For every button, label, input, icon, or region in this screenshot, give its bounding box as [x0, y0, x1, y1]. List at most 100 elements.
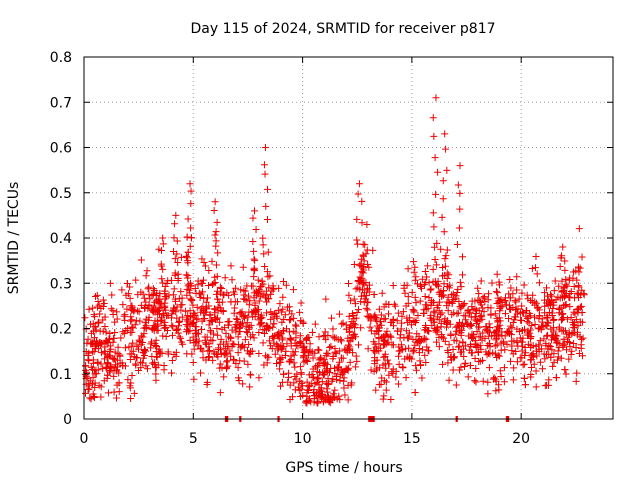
data-point	[567, 351, 575, 359]
data-point	[207, 336, 215, 344]
data-point	[322, 295, 330, 303]
data-point	[250, 255, 258, 263]
data-point	[478, 304, 486, 312]
data-point	[210, 305, 218, 313]
data-point	[479, 329, 487, 337]
data-point	[424, 262, 432, 270]
data-point	[354, 341, 362, 349]
data-point	[195, 337, 203, 345]
data-point	[105, 335, 113, 343]
data-point	[178, 313, 186, 321]
data-point	[122, 291, 130, 299]
data-point	[264, 273, 272, 281]
data-point	[411, 276, 419, 284]
data-point	[376, 318, 384, 326]
data-point	[182, 328, 190, 336]
data-point	[362, 279, 370, 287]
data-point	[85, 357, 93, 365]
data-point	[372, 386, 380, 394]
data-point	[449, 297, 457, 305]
data-point	[347, 333, 355, 341]
peak-point	[263, 185, 271, 193]
data-point	[387, 395, 395, 403]
x-axis-label: GPS time / hours	[285, 460, 402, 476]
data-point	[572, 377, 580, 385]
data-point	[123, 279, 131, 287]
data-point	[520, 281, 528, 289]
data-point	[518, 327, 526, 335]
data-point	[514, 342, 522, 350]
peak-point	[171, 295, 179, 303]
data-point	[160, 362, 168, 370]
data-point	[104, 359, 112, 367]
data-point	[207, 316, 215, 324]
data-point	[577, 291, 585, 299]
data-point	[564, 315, 572, 323]
data-point	[573, 369, 581, 377]
data-point	[574, 322, 582, 330]
data-point	[552, 374, 560, 382]
data-point	[112, 394, 120, 402]
data-point	[137, 364, 145, 372]
data-point	[421, 292, 429, 300]
data-point	[380, 377, 388, 385]
data-point	[460, 301, 468, 309]
data-point	[565, 355, 573, 363]
data-point	[501, 310, 509, 318]
data-point	[232, 321, 240, 329]
data-point	[250, 334, 258, 342]
data-point	[543, 381, 551, 389]
data-point	[424, 347, 432, 355]
data-point	[384, 310, 392, 318]
peak-point	[251, 207, 259, 215]
data-point	[234, 349, 242, 357]
data-point	[450, 336, 458, 344]
peak-point	[558, 294, 566, 302]
data-point	[531, 320, 539, 328]
data-point	[351, 321, 359, 329]
data-point	[330, 394, 338, 402]
data-point	[289, 286, 297, 294]
y-tick-label: 0.2	[50, 322, 72, 338]
chart-title: Day 115 of 2024, SRMTID for receiver p81…	[190, 21, 495, 37]
data-point	[302, 357, 310, 365]
data-point	[127, 395, 135, 403]
data-point	[124, 324, 132, 332]
data-point	[283, 340, 291, 348]
data-point	[401, 289, 409, 297]
peak-point	[353, 236, 361, 244]
data-point	[541, 302, 549, 310]
data-point	[331, 370, 339, 378]
data-point	[348, 379, 356, 387]
data-point	[345, 291, 353, 299]
data-point	[481, 334, 489, 342]
data-point	[550, 350, 558, 358]
data-point	[246, 383, 254, 391]
peak-point	[211, 273, 219, 281]
peak-point	[187, 282, 195, 290]
data-point	[205, 347, 213, 355]
data-point	[570, 282, 578, 290]
data-point	[199, 306, 207, 314]
data-point	[509, 304, 517, 312]
data-point	[268, 287, 276, 295]
data-point	[560, 284, 568, 292]
data-point	[282, 281, 290, 289]
data-point	[517, 316, 525, 324]
data-point	[296, 339, 304, 347]
peak-point	[159, 265, 167, 273]
data-point	[447, 330, 455, 338]
data-point	[559, 340, 567, 348]
data-point	[172, 326, 180, 334]
data-point	[507, 322, 515, 330]
y-tick-label: 0.5	[50, 186, 72, 202]
data-point	[562, 370, 570, 378]
data-point	[437, 319, 445, 327]
data-point	[541, 355, 549, 363]
data-point	[297, 317, 305, 325]
peak-point	[353, 215, 361, 223]
data-point	[370, 313, 378, 321]
data-point	[377, 344, 385, 352]
data-point	[245, 308, 253, 316]
data-point	[344, 396, 352, 404]
